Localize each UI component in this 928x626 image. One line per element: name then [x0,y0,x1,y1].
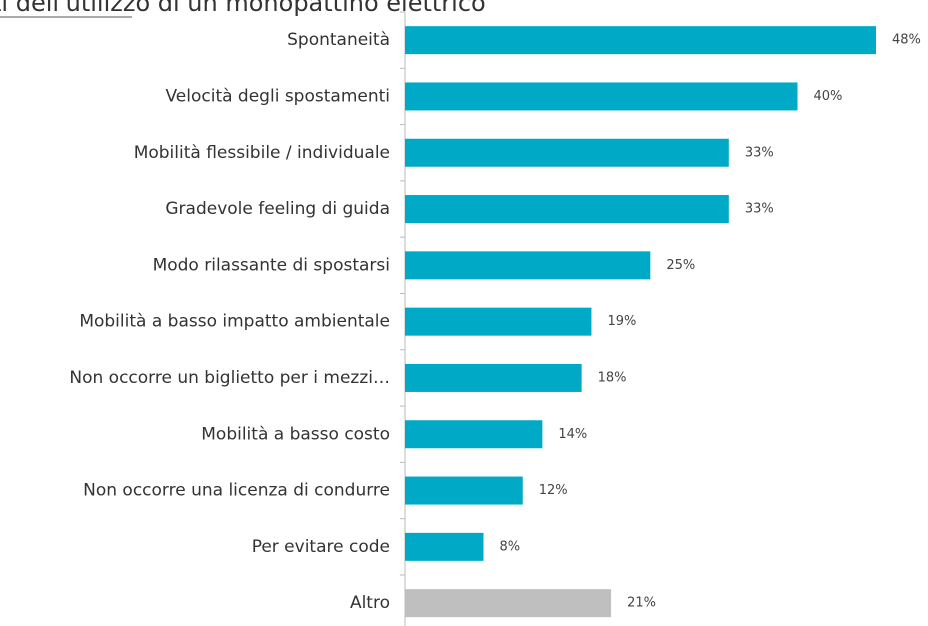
bar [405,138,729,167]
value-label: 18% [598,370,627,385]
bar [405,82,798,111]
bar [405,363,582,392]
category-label: Mobilità a basso impatto ambientale [79,312,390,332]
value-label: 33% [745,145,774,160]
bar [405,307,592,336]
category-label: Non occorre un biglietto per i mezzi… [69,368,390,388]
value-label: 12% [539,483,568,498]
category-label: Mobilità a basso costo [201,424,390,444]
category-label: Spontaneità [287,30,390,50]
chart-title: ti dell'utilizzo di un monopattino elett… [0,0,486,17]
bar [405,195,729,224]
bar [405,251,651,280]
value-label: 48% [892,33,921,48]
bar [405,476,523,505]
value-label: 19% [607,314,636,329]
value-label: 40% [814,89,843,104]
bar [405,26,876,55]
bar [405,420,543,449]
value-label: 21% [627,596,656,611]
category-label: Modo rilassante di spostarsi [153,255,390,275]
value-label: 8% [500,539,521,554]
value-label: 14% [558,427,587,442]
bar [405,532,484,561]
category-label: Mobilità flessibile / individuale [134,143,390,163]
bar [405,589,612,618]
category-label: Non occorre una licenza di condurre [83,481,390,501]
category-label: Velocità degli spostamenti [165,86,390,106]
category-label: Gradevole feeling di guida [165,199,390,219]
value-label: 33% [745,202,774,217]
value-label: 25% [666,258,695,273]
category-label: Altro [350,593,390,613]
category-label: Per evitare code [252,537,390,557]
